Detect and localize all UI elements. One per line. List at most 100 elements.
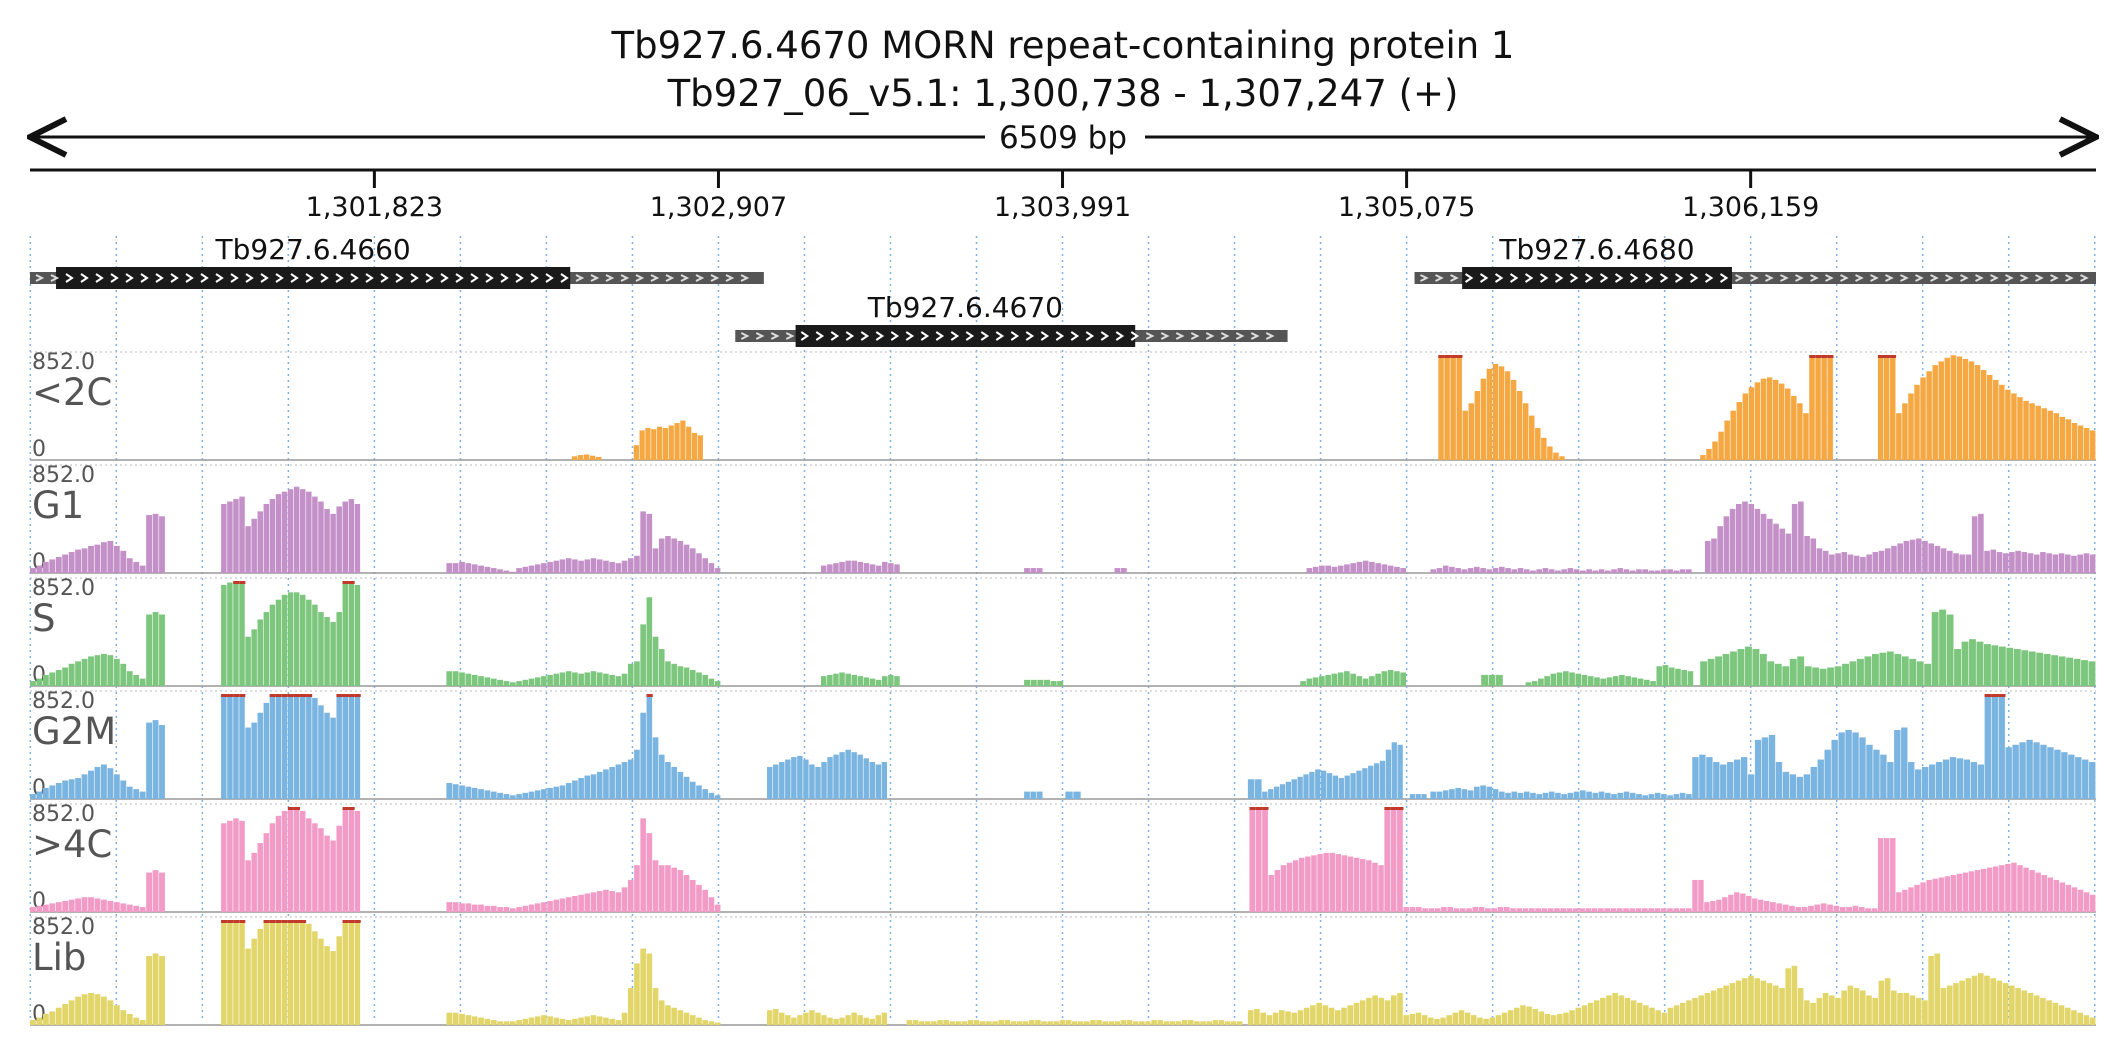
coverage-bar — [1993, 379, 1999, 460]
coverage-bar — [1774, 663, 1782, 686]
coverage-bar — [287, 592, 294, 686]
clip-marker — [342, 581, 349, 584]
coverage-bar — [1604, 792, 1611, 799]
coverage-bar — [62, 1004, 69, 1025]
coverage-bar — [2012, 744, 2019, 799]
coverage-bar — [107, 655, 114, 686]
coverage-bar — [1230, 1021, 1237, 1025]
coverage-bar — [1686, 794, 1692, 799]
chart-title: Tb927.6.4670 MORN repeat-containing prot… — [611, 24, 1515, 67]
gene-cds — [1462, 267, 1732, 289]
coverage-bar — [1746, 895, 1752, 912]
coverage-bar — [1486, 569, 1493, 573]
coverage-bar — [2052, 1002, 2059, 1025]
clip-marker — [1827, 355, 1834, 358]
coverage-bar — [1550, 673, 1557, 686]
coverage-bar — [2047, 877, 2053, 912]
coverage-bar — [1053, 1021, 1060, 1025]
coverage-bar — [815, 1012, 821, 1025]
coverage-bar — [503, 1021, 510, 1025]
strand-arrow — [425, 273, 434, 283]
coverage-bar — [534, 564, 541, 573]
strand-arrow — [2020, 274, 2029, 282]
coverage-bar — [471, 564, 478, 573]
coverage-bar — [2035, 872, 2041, 912]
coverage-bar — [152, 953, 159, 1025]
coverage-bar — [239, 920, 245, 1025]
coverage-bar — [1675, 668, 1681, 686]
coverage-bar — [1218, 1020, 1225, 1025]
clip-marker — [287, 807, 294, 810]
coverage-bar — [1947, 550, 1953, 573]
coverage-bar — [1353, 857, 1360, 912]
coverage-bar — [2052, 554, 2059, 573]
coverage-bar — [465, 786, 472, 799]
chart-subtitle: Tb927_06_v5.1: 1,300,738 - 1,307,247 (+) — [667, 72, 1459, 115]
strand-arrow — [1870, 274, 1879, 282]
coverage-bar — [1897, 992, 1903, 1025]
coverage-bar — [446, 671, 453, 686]
coverage-bar — [1950, 355, 1957, 460]
coverage-bar — [1387, 565, 1394, 573]
coverage-bar — [139, 791, 146, 799]
strand-arrow — [200, 273, 209, 283]
coverage-bar — [773, 1008, 779, 1025]
coverage-bar — [1908, 393, 1914, 460]
coverage-bar — [640, 948, 646, 1025]
coverage-bar — [1894, 653, 1902, 686]
coverage-bar — [1991, 645, 1999, 686]
coverage-bar — [81, 994, 88, 1025]
coverage-bar — [1883, 838, 1890, 912]
coverage-bar — [133, 905, 140, 912]
coverage-bar — [1878, 550, 1885, 573]
coverage-bar — [1654, 570, 1661, 573]
coverage-bar — [547, 561, 553, 573]
coverage-bar — [1968, 871, 1975, 912]
coverage-bar — [2089, 894, 2096, 912]
coverage-bar — [894, 676, 900, 686]
coverage-bar — [1611, 569, 1617, 573]
coverage-bar — [1255, 779, 1262, 799]
coverage-bar — [596, 771, 603, 799]
coverage-bar — [541, 1015, 547, 1025]
coverage-bar — [1886, 651, 1894, 686]
coverage-bar — [767, 1010, 773, 1025]
coverage-bar — [459, 561, 465, 573]
strand-arrow — [1190, 332, 1200, 340]
coverage-bar — [621, 887, 628, 912]
coverage-bar — [1673, 908, 1680, 912]
coverage-bar — [1990, 978, 1997, 1025]
coverage-bar — [1878, 980, 1885, 1025]
coverage-bar — [596, 1016, 603, 1025]
clip-marker — [293, 694, 301, 697]
coverage-bar — [1555, 570, 1561, 573]
coverage-bar — [1516, 908, 1523, 912]
coverage-bar — [603, 560, 609, 573]
coverage-bar — [572, 895, 578, 912]
coverage-bar — [1797, 656, 1805, 686]
coverage-bar — [312, 496, 318, 573]
coverage-bar — [1871, 908, 1878, 912]
coverage-bar — [1977, 973, 1984, 1025]
coverage-bar — [1842, 663, 1849, 686]
coverage-bar — [446, 902, 453, 912]
coverage-bar — [1477, 1017, 1483, 1025]
coverage-bar — [1449, 789, 1455, 799]
coverage-bar — [851, 674, 858, 686]
coverage-bar — [152, 870, 159, 912]
coverage-bar — [1492, 568, 1499, 573]
coverage-bar — [565, 1020, 572, 1025]
coverage-bar — [1838, 732, 1845, 799]
coverage-bar — [1730, 410, 1736, 460]
coverage-bar — [1667, 795, 1673, 799]
coverage-bar — [1474, 566, 1480, 573]
coverage-bar — [1648, 908, 1654, 912]
coverage-bar — [257, 842, 263, 912]
coverage-bar — [857, 561, 864, 573]
coverage-bar — [820, 565, 827, 573]
coverage-bar — [1311, 855, 1317, 912]
strand-arrow — [1975, 274, 1984, 282]
coverage-bar — [683, 544, 690, 573]
coverage-bar — [1538, 1011, 1545, 1025]
